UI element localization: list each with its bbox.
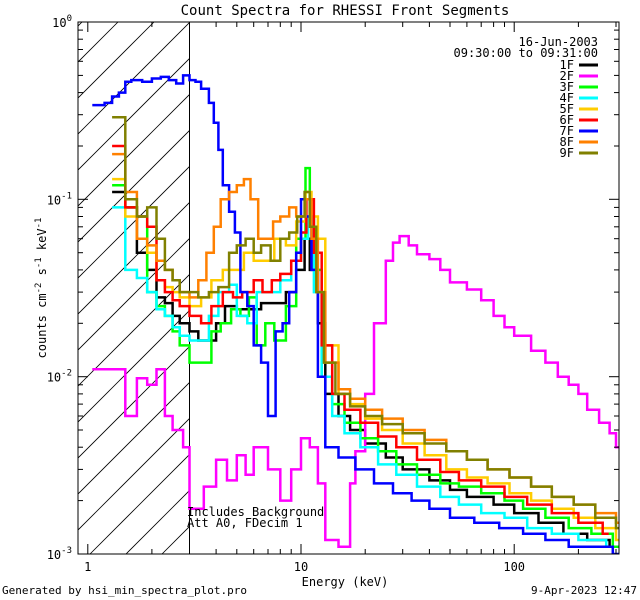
legend-label-8f: 8F bbox=[560, 135, 574, 149]
legend-label-4f: 4F bbox=[560, 91, 574, 105]
hatch-line bbox=[78, 273, 190, 387]
y-tick-label: 10-2 bbox=[47, 369, 72, 385]
hatch-line bbox=[89, 453, 190, 554]
x-tick-label: 1 bbox=[84, 560, 91, 574]
footer-timestamp: 9-Apr-2023 12:47 bbox=[531, 584, 637, 597]
y-axis-label-mid: s bbox=[35, 268, 49, 282]
legend-label-6f: 6F bbox=[560, 113, 574, 127]
note-attenuator: Att A0, FDecim 1 bbox=[187, 516, 303, 530]
hatched-region bbox=[0, 22, 190, 554]
y-axis-label-base: counts cm bbox=[35, 293, 49, 358]
y-axis-label-exp3: -1 bbox=[34, 218, 44, 229]
legend-label-3f: 3F bbox=[560, 80, 574, 94]
y-tick-label-exp: 0 bbox=[67, 14, 72, 24]
y-axis-label: counts cm-2 s-1 keV-1 bbox=[34, 218, 49, 359]
y-axis-label-exp1: -2 bbox=[34, 283, 44, 294]
legend-label-1f: 1F bbox=[560, 58, 574, 72]
legend-label-7f: 7F bbox=[560, 124, 574, 138]
y-tick-label: 10-1 bbox=[47, 191, 72, 207]
y-tick-label-base: 10 bbox=[47, 371, 61, 385]
x-tick-label: 10 bbox=[294, 560, 308, 574]
hatch-line bbox=[0, 22, 10, 554]
hatch-line bbox=[78, 237, 190, 351]
series-line-6f bbox=[112, 144, 609, 536]
y-tick-label-base: 10 bbox=[52, 16, 66, 30]
footer-generated-by: Generated by hsi_min_spectra_plot.pro bbox=[2, 584, 247, 597]
plot-frame bbox=[77, 21, 620, 555]
y-tick-label: 10-3 bbox=[47, 546, 72, 562]
y-axis-label-exp2: -1 bbox=[34, 257, 44, 268]
hatch-line bbox=[78, 22, 119, 63]
y-tick-label-base: 10 bbox=[47, 548, 61, 562]
series-line-4f bbox=[112, 206, 613, 548]
series-line-9f bbox=[112, 116, 619, 530]
y-tick-label-exp: -3 bbox=[61, 546, 72, 556]
x-tick-label: 100 bbox=[503, 560, 525, 574]
series-line-2f bbox=[92, 234, 619, 548]
y-axis-label-tail: keV bbox=[35, 228, 49, 257]
hatch-line bbox=[78, 381, 190, 495]
y-tick-label-exp: -1 bbox=[61, 191, 72, 201]
hatch-line bbox=[78, 22, 155, 99]
chart-title: Count Spectra for RHESSI Front Segments bbox=[181, 3, 510, 19]
series-line-1f bbox=[112, 190, 616, 548]
x-axis-label: Energy (keV) bbox=[302, 575, 389, 589]
hatch-line bbox=[78, 201, 190, 315]
legend-label-2f: 2F bbox=[560, 69, 574, 83]
series-group bbox=[92, 74, 619, 554]
series-lines bbox=[92, 74, 619, 554]
y-tick-label: 100 bbox=[52, 14, 72, 30]
hatch-line bbox=[78, 93, 190, 207]
note-background: Includes Background bbox=[187, 505, 324, 519]
info-date: 16-Jun-2003 bbox=[519, 35, 598, 49]
y-tick-label-base: 10 bbox=[47, 193, 61, 207]
info-time-range: 09:30:00 to 09:31:00 bbox=[454, 46, 599, 60]
series-line-3f bbox=[112, 166, 619, 548]
legend-label-9f: 9F bbox=[560, 146, 574, 160]
hatch-lines bbox=[0, 22, 190, 554]
hatch-line bbox=[78, 22, 190, 135]
y-tick-label-exp: -2 bbox=[61, 369, 72, 379]
hatch-line bbox=[78, 57, 190, 171]
legend-label-5f: 5F bbox=[560, 102, 574, 116]
hatch-line bbox=[78, 417, 190, 531]
series-line-7f bbox=[92, 74, 619, 554]
